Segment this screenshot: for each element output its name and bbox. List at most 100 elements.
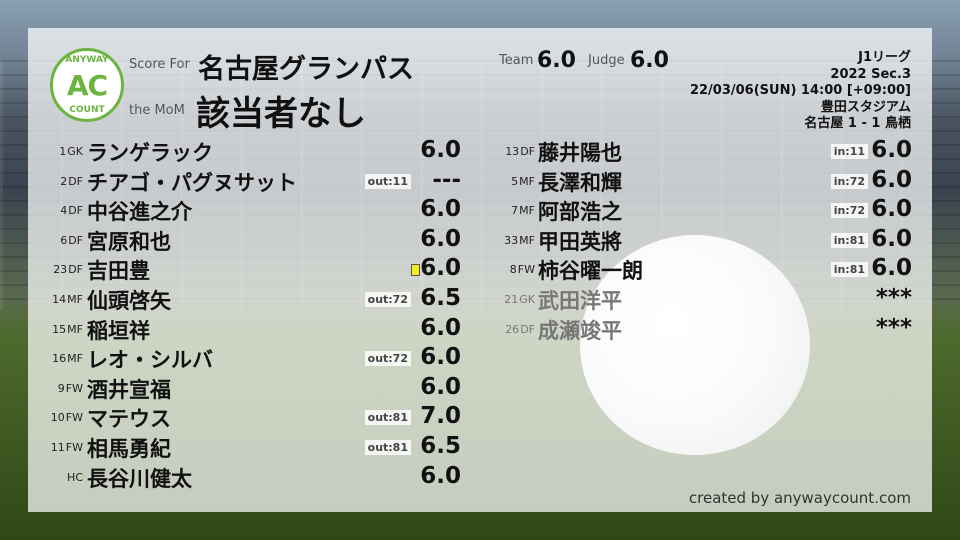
- player-row: 26DF 成瀬竣平 ***: [0, 315, 960, 344]
- player-name: チアゴ・パグヌサット: [87, 170, 297, 195]
- player-number-position: 13DF: [505, 145, 535, 158]
- mom-label: the MoM: [129, 103, 185, 118]
- player-row: 33MF 甲田英將 in:81 6.0: [0, 226, 960, 255]
- team-score-label: Team: [499, 53, 534, 68]
- sub-time-badge: in:72: [830, 173, 868, 189]
- score-panel: [28, 28, 932, 512]
- player-number: 15: [52, 322, 67, 336]
- judge-score-label: Judge: [588, 53, 625, 68]
- player-position: GK: [67, 145, 83, 158]
- stadium: 豊田スタジアム: [820, 99, 911, 115]
- sub-time-badge: in:81: [830, 232, 868, 248]
- player-number: 8: [509, 263, 517, 277]
- player-number: 1: [59, 145, 67, 158]
- player-number-position: 4DF: [60, 204, 83, 217]
- player-score: 6.0: [420, 344, 461, 371]
- player-position: DF: [68, 204, 83, 218]
- sub-time-badge: out:72: [364, 351, 411, 367]
- player-number-position: 7MF: [511, 204, 535, 217]
- player-position: MF: [67, 352, 83, 366]
- team-score: 6.0: [537, 48, 576, 73]
- player-name: 酒井宣福: [87, 377, 171, 402]
- player-name: ランゲラック: [87, 141, 213, 165]
- player-number-position: 6DF: [60, 234, 83, 247]
- player-number-position: 15MF: [52, 323, 83, 336]
- player-position: MF: [519, 174, 535, 188]
- player-name: 吉田豊: [87, 259, 150, 284]
- player-number-position: 23DF: [53, 263, 83, 276]
- player-number-position: 26DF: [505, 323, 535, 336]
- player-row: 4DF 中谷進之介 6.0: [0, 196, 960, 225]
- player-score: ---: [432, 166, 461, 193]
- player-score: 6.0: [420, 137, 461, 163]
- player-name: 仙頭啓矢: [87, 289, 171, 313]
- player-name: 柿谷曜一朗: [538, 259, 643, 284]
- sub-time-badge: out:81: [364, 440, 411, 455]
- sub-time-badge: out:72: [364, 292, 411, 307]
- sub-time-badge: out:11: [364, 173, 411, 189]
- round: 2022 Sec.3: [830, 66, 911, 82]
- player-number: 33: [504, 233, 519, 247]
- player-position: DF: [520, 322, 535, 336]
- player-row: 9FW 酒井宣福 6.0: [0, 374, 960, 403]
- player-name: 阿部浩之: [538, 200, 622, 225]
- logo-bottom-text: COUNT: [69, 105, 105, 115]
- player-number-position: 8FW: [510, 263, 535, 276]
- player-number: 26: [505, 322, 520, 336]
- player-row: 14MF 仙頭啓矢 out:72 6.5: [0, 285, 960, 314]
- player-score: 6.0: [871, 166, 912, 193]
- player-number-position: 1GK: [59, 145, 83, 158]
- player-score: 6.0: [420, 373, 461, 400]
- player-row: 10FW マテウス out:81 7.0: [0, 403, 960, 432]
- player-number: 23: [53, 263, 68, 277]
- sub-time-badge: in:81: [830, 262, 868, 278]
- player-position: FW: [65, 381, 83, 395]
- player-position: DF: [68, 263, 83, 277]
- player-score: ***: [875, 285, 912, 311]
- player-number: 21: [504, 293, 519, 306]
- logo-top-text: ANYWAY: [65, 55, 109, 65]
- player-number-position: 5MF: [511, 175, 535, 188]
- player-position: MF: [519, 204, 535, 218]
- sub-time-badge: in:72: [830, 203, 868, 219]
- player-row: 21GK 武田洋平 ***: [0, 285, 960, 314]
- player-row: 16MF レオ・シルバ out:72 6.0: [0, 344, 960, 373]
- player-number-position: 33MF: [504, 234, 535, 247]
- player-number: 16: [52, 352, 67, 366]
- player-row: 11FW 相馬勇紀 out:81 6.5: [0, 433, 960, 462]
- player-row: 8FW 柿谷曜一朗 in:81 6.0: [0, 255, 960, 284]
- anywaycount-logo: ANYWAY AC COUNT: [50, 48, 124, 122]
- footer-credit: created by anywaycount.com: [688, 489, 911, 507]
- result: 名古屋 1 - 1 鳥栖: [804, 116, 911, 131]
- player-position: DF: [520, 145, 535, 158]
- player-position: GK: [519, 293, 535, 306]
- player-number: 11: [50, 441, 65, 454]
- player-row: 6DF 宮原和也 6.0: [0, 226, 960, 255]
- player-position: FW: [517, 263, 535, 277]
- player-number: 2: [60, 174, 68, 188]
- player-row: 15MF 稲垣祥 6.0: [0, 315, 960, 344]
- player-position: HC: [67, 470, 83, 484]
- sub-time-badge: out:81: [364, 410, 411, 426]
- team-name: 名古屋グランパス: [198, 54, 414, 85]
- player-position: FW: [65, 411, 83, 425]
- player-row: 2DF チアゴ・パグヌサット out:11 ---: [0, 167, 960, 196]
- datetime: 22/03/06(SUN) 14:00 [+09:00]: [689, 83, 911, 98]
- player-score: 6.5: [420, 285, 461, 311]
- player-score: 6.0: [420, 255, 461, 282]
- player-name: 中谷進之介: [87, 200, 192, 225]
- player-name: レオ・シルバ: [87, 348, 213, 373]
- player-number-position: 11FW: [51, 441, 83, 454]
- score-for-label: Score For: [129, 57, 190, 72]
- player-number: 6: [60, 233, 68, 247]
- player-row: 1GK ランゲラック 6.0: [0, 137, 960, 166]
- player-position: MF: [67, 322, 83, 336]
- player-score: 6.0: [871, 196, 912, 223]
- player-number: 9: [57, 381, 65, 395]
- player-score: ***: [875, 314, 912, 341]
- player-number: 14: [52, 293, 67, 306]
- player-name: 成瀬竣平: [538, 318, 622, 343]
- player-number-position: HC: [66, 471, 83, 484]
- player-name: 藤井陽也: [538, 141, 622, 165]
- player-name: 宮原和也: [87, 229, 171, 254]
